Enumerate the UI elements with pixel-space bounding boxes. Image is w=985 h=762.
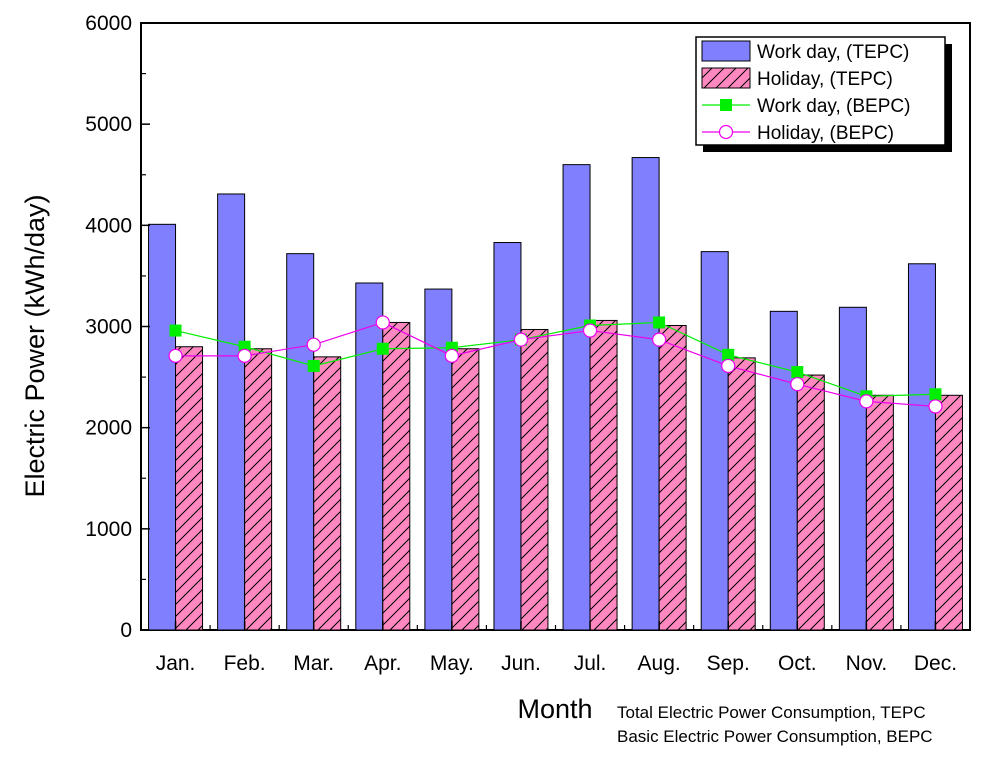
- x-tick-label-5: Jun.: [501, 652, 541, 675]
- x-tick-label-6: Jul.: [574, 652, 607, 675]
- bar-holiday-tepc-2: [313, 356, 342, 631]
- point-holiday-bepc-0: [168, 348, 183, 363]
- point-holiday-bepc-5: [513, 332, 529, 347]
- y-tick-label-4: 4000: [85, 214, 132, 237]
- point-workday-bepc-11: [929, 388, 942, 401]
- bar-holiday-tepc-0: [175, 346, 204, 631]
- bar-holiday-tepc-4: [451, 348, 480, 631]
- bar-holiday-tepc-3: [382, 321, 411, 631]
- legend-label-holiday-tepc: Holiday, (TEPC): [757, 69, 893, 90]
- x-tick-label-3: Apr.: [364, 652, 401, 675]
- legend-marker-workday-bepc: [720, 99, 732, 111]
- bars-layer: [148, 157, 963, 631]
- point-holiday-bepc-2: [306, 337, 321, 352]
- x-tick-label-2: Mar.: [293, 652, 334, 675]
- point-holiday-bepc-10: [859, 394, 874, 409]
- line-holiday-bepc: [175, 321, 936, 408]
- bar-holiday-tepc-1: [244, 348, 273, 631]
- bar-holiday-tepc-9: [796, 374, 825, 631]
- y-tick-label-3: 3000: [85, 316, 132, 339]
- point-workday-bepc-8: [722, 348, 735, 361]
- point-holiday-bepc-9: [790, 377, 805, 392]
- bar-holiday-tepc-8: [727, 357, 756, 631]
- bar-holiday-tepc-11: [934, 394, 963, 631]
- bar-workday-tepc-11: [907, 263, 936, 631]
- point-holiday-bepc-7: [652, 332, 667, 347]
- bar-workday-tepc-6: [562, 164, 591, 631]
- point-holiday-bepc-4: [444, 348, 459, 363]
- legend-marker-holiday-bepc: [718, 124, 734, 140]
- x-tick-label-9: Oct.: [778, 652, 817, 675]
- x-tick-label-4: May.: [430, 652, 474, 675]
- legend-label-workday-bepc: Work day, (BEPC): [757, 96, 910, 117]
- x-axis-title: Month: [517, 694, 592, 724]
- point-workday-bepc-3: [376, 342, 389, 355]
- y-tick-label-2: 2000: [85, 417, 132, 440]
- point-workday-bepc-9: [791, 366, 804, 379]
- x-tick-label-0: Jan.: [156, 652, 196, 675]
- bar-workday-tepc-10: [838, 306, 867, 631]
- bar-workday-tepc-3: [355, 282, 384, 631]
- x-tick-label-1: Feb.: [224, 652, 266, 675]
- legend: Work day, (TEPC) Holiday, (TEPC) Work da…: [695, 36, 952, 152]
- axes-layer: 0 1000 2000 3000 4000 5000 6000 Jan. Feb. Mar. Apr…: [85, 12, 971, 675]
- point-workday-bepc-7: [653, 316, 666, 329]
- bar-workday-tepc-9: [769, 310, 798, 631]
- point-holiday-bepc-8: [721, 358, 736, 374]
- x-tick-label-7: Aug.: [638, 652, 681, 675]
- bar-workday-tepc-8: [700, 251, 729, 631]
- x-tick-label-10: Nov.: [846, 652, 888, 675]
- y-tick-label-6: 6000: [85, 12, 132, 35]
- legend-label-holiday-bepc: Holiday, (BEPC): [757, 123, 894, 144]
- bar-workday-tepc-7: [631, 157, 660, 631]
- legend-swatch-workday-tepc: [701, 40, 751, 62]
- bar-holiday-tepc-7: [658, 324, 687, 631]
- x-tick-label-11: Dec.: [914, 652, 957, 675]
- bar-holiday-tepc-6: [589, 319, 618, 631]
- lines-layer: [168, 315, 943, 414]
- bar-holiday-tepc-10: [865, 394, 894, 631]
- bar-workday-tepc-4: [424, 288, 453, 631]
- note-line-2: Basic Electric Power Consumption, BEPC: [617, 727, 933, 746]
- point-workday-bepc-2: [307, 359, 320, 372]
- y-tick-label-0: 0: [120, 619, 132, 642]
- point-holiday-bepc-3: [375, 315, 390, 330]
- y-axis-title: Electric Power (kWh/day): [20, 194, 50, 497]
- point-holiday-bepc-1: [237, 348, 252, 363]
- line-workday-bepc: [175, 321, 936, 397]
- bar-workday-tepc-5: [493, 242, 522, 631]
- bar-workday-tepc-0: [148, 223, 177, 631]
- bar-workday-tepc-1: [217, 193, 246, 631]
- y-tick-label-5: 5000: [85, 113, 132, 136]
- legend-swatch-holiday-tepc: [701, 67, 751, 89]
- y-tick-label-1: 1000: [85, 518, 132, 541]
- point-holiday-bepc-11: [928, 399, 943, 414]
- point-workday-bepc-0: [169, 324, 182, 337]
- note-line-1: Total Electric Power Consumption, TEPC: [617, 703, 926, 722]
- point-holiday-bepc-6: [582, 323, 598, 338]
- bar-holiday-tepc-5: [520, 329, 549, 631]
- bar-workday-tepc-2: [286, 253, 315, 631]
- x-tick-label-8: Sep.: [707, 652, 750, 675]
- legend-label-workday-tepc: Work day, (TEPC): [757, 42, 909, 63]
